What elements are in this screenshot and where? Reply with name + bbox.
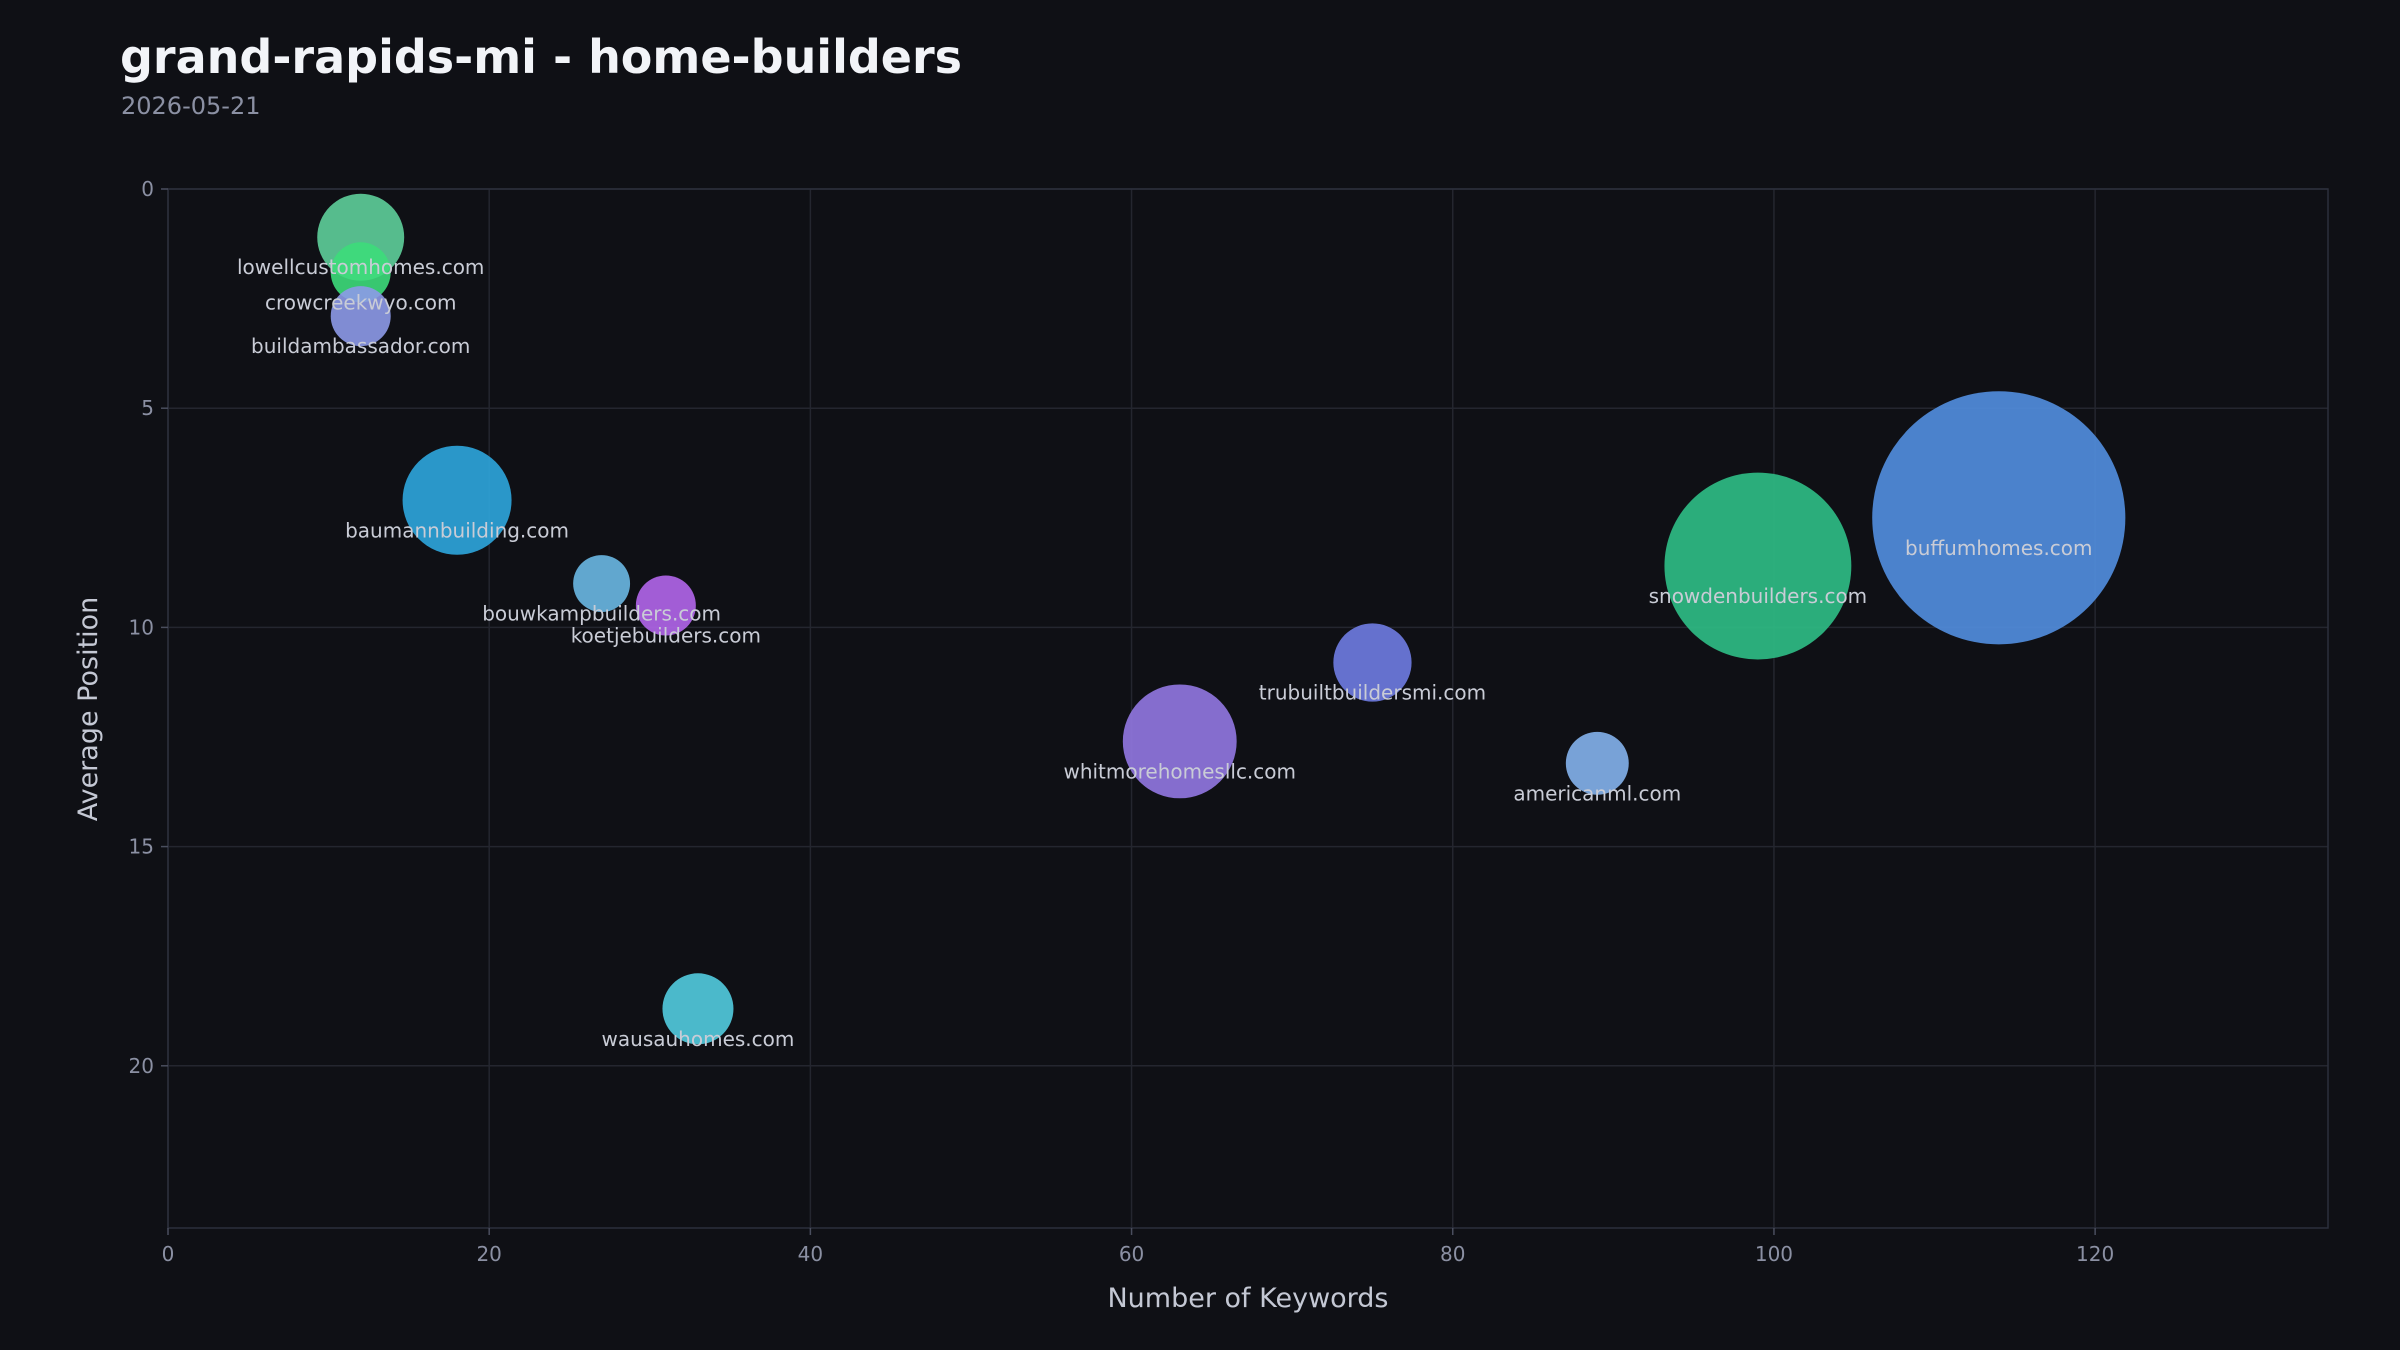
bubble-label: crowcreekwyo.com <box>265 290 457 314</box>
bubble-baumannbuilding-com[interactable] <box>402 445 512 555</box>
x-axis-label: Number of Keywords <box>1107 1283 1388 1314</box>
plot-frame <box>167 188 2329 1229</box>
y-tick-label: 5 <box>141 396 154 420</box>
bubble-label: whitmorehomesllc.com <box>1063 759 1296 783</box>
x-tick-label: 120 <box>2076 1242 2114 1266</box>
bubble-wausauhomes-com[interactable] <box>662 973 734 1045</box>
bubble-trubuiltbuildersmi-com[interactable] <box>1333 623 1412 702</box>
chart-subtitle: 2026-05-21 <box>121 92 261 120</box>
x-axis-ticks: 0 20 40 60 80 100 120 <box>162 1228 2114 1266</box>
plot-area <box>168 189 2328 1228</box>
y-axis-label: Average Position <box>73 597 104 822</box>
bubble-bouwkampbuilders-com[interactable] <box>573 555 631 613</box>
bubble-snowdenbuilders-com[interactable] <box>1664 472 1852 660</box>
bubble-label: buildambassador.com <box>251 334 470 358</box>
bubble-buildambassador-com[interactable] <box>330 286 391 347</box>
bubble-label: baumannbuilding.com <box>345 518 569 542</box>
bubble-series <box>317 193 2126 1045</box>
y-axis-ticks: 0 5 10 15 20 <box>129 177 168 1078</box>
bubble-label: buffumhomes.com <box>1905 536 2093 560</box>
y-tick-label: 0 <box>141 177 154 201</box>
bubble-buffumhomes-com[interactable] <box>1872 391 2126 645</box>
bubble-koetjebuilders-com[interactable] <box>635 575 696 636</box>
bubble-label: snowdenbuilders.com <box>1649 584 1868 608</box>
bubble-label: trubuiltbuildersmi.com <box>1259 680 1486 704</box>
x-tick-label: 20 <box>476 1242 501 1266</box>
x-tick-label: 100 <box>1755 1242 1793 1266</box>
bubble-label: wausauhomes.com <box>602 1027 795 1051</box>
y-tick-label: 15 <box>129 835 154 859</box>
y-tick-label: 10 <box>129 615 154 639</box>
bubble-label: bouwkampbuilders.com <box>482 602 721 626</box>
y-tick-label: 20 <box>129 1054 154 1078</box>
bubble-americanml-com[interactable] <box>1565 731 1629 795</box>
bubble-label: koetjebuilders.com <box>571 623 761 647</box>
x-tick-label: 40 <box>798 1242 823 1266</box>
point-labels: lowellcustomhomes.com crowcreekwyo.com bui… <box>237 255 2093 1051</box>
x-tick-label: 60 <box>1119 1242 1144 1266</box>
chart-title: grand-rapids-mi - home-builders <box>120 30 963 84</box>
bubble-whitmorehomesllc-com[interactable] <box>1122 684 1237 799</box>
bubble-crowcreekwyo-com[interactable] <box>330 242 391 303</box>
bubble-label: americanml.com <box>1513 781 1681 805</box>
bubble-label: lowellcustomhomes.com <box>237 255 484 279</box>
x-tick-label: 80 <box>1440 1242 1465 1266</box>
x-tick-label: 0 <box>162 1242 175 1266</box>
